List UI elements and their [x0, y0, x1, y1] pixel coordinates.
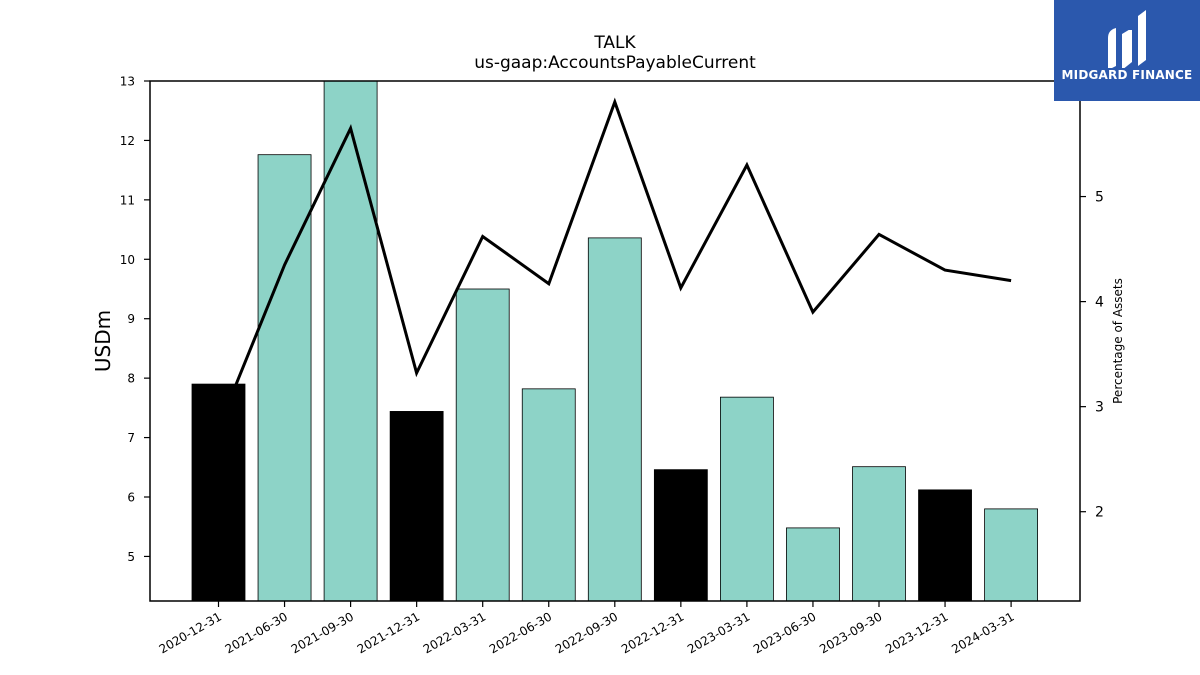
x-tick-label: 2023-12-31: [883, 609, 950, 656]
line-group: [217, 97, 1012, 429]
logo-mark-icon: [1108, 10, 1146, 68]
bar-2021-12-31: [389, 411, 444, 602]
x-tick-label: 2021-09-30: [289, 609, 356, 656]
y-axis-label: USDm: [91, 310, 115, 372]
chart-title: TALK: [593, 33, 636, 53]
x-tick-label: 2022-06-30: [487, 609, 554, 656]
bar-2023-09-30: [852, 466, 906, 602]
x-tick-label: 2022-09-30: [553, 609, 620, 656]
y2-tick-label: 4: [1095, 295, 1104, 311]
x-tick-label: 2021-06-30: [223, 609, 290, 656]
bar-2022-12-31: [653, 469, 708, 602]
percentage-line: [217, 97, 1012, 429]
x-tick-label: 2023-06-30: [751, 609, 818, 656]
bar-2022-06-30: [521, 388, 576, 602]
x-tick-label: 2023-09-30: [817, 609, 884, 656]
y-tick-label: 9: [127, 312, 135, 326]
y2-axis-label: Percentage of Assets: [1111, 278, 1125, 404]
bar-2023-12-31: [918, 489, 972, 602]
y-tick-label: 5: [127, 550, 135, 564]
bar-2022-03-31: [455, 288, 510, 602]
y-tick-label: 12: [120, 134, 135, 148]
y-tick-label: 10: [120, 253, 135, 267]
y2-tick-label: 2: [1095, 505, 1104, 521]
logo-text: MIDGARD FINANCE: [1061, 68, 1193, 82]
x-tick-label: 2022-03-31: [421, 609, 488, 656]
y-tick-label: 6: [127, 491, 135, 505]
y-tick-label: 7: [127, 431, 135, 445]
bar-2024-03-31: [984, 508, 1038, 602]
x-tick-label: 2021-12-31: [355, 609, 422, 656]
chart-subtitle: us-gaap:AccountsPayableCurrent: [474, 53, 756, 73]
y2-tick-label: 3: [1095, 400, 1104, 416]
y2-tick-label: 5: [1095, 190, 1104, 206]
bar-2022-09-30: [587, 237, 642, 602]
y-tick-label: 11: [120, 193, 135, 207]
y-tick-label: 13: [120, 75, 135, 89]
bar-2023-03-31: [720, 396, 774, 602]
bars-group: [191, 80, 1038, 602]
x-tick-label: 2024-03-31: [949, 609, 1016, 656]
x-tick-label: 2022-12-31: [619, 609, 686, 656]
bar-2021-06-30: [257, 154, 312, 602]
bar-2020-12-31: [191, 383, 246, 602]
midgard-logo: MIDGARD FINANCE: [1054, 0, 1200, 101]
bar-2021-09-30: [323, 80, 378, 602]
y-tick-label: 8: [127, 372, 135, 386]
x-tick-label: 2020-12-31: [157, 609, 224, 656]
x-tick-label: 2023-03-31: [685, 609, 752, 656]
bar-2023-06-30: [786, 527, 840, 602]
